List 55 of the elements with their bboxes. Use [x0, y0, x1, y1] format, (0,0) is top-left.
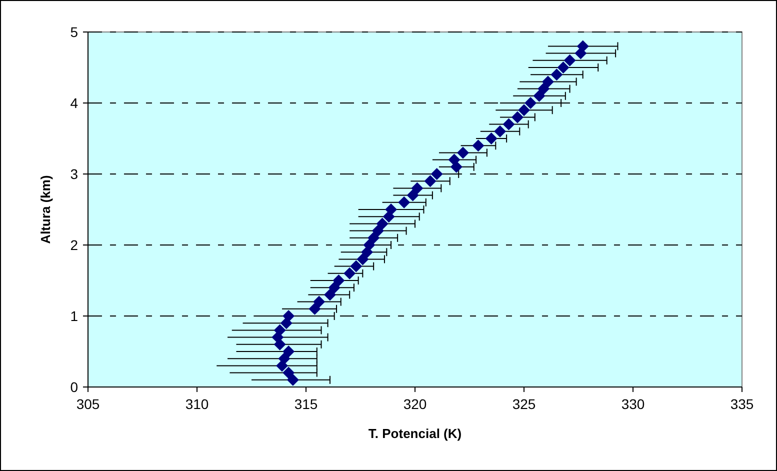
point: [286, 374, 299, 386]
point: [398, 196, 410, 208]
point: [485, 132, 498, 144]
x-tick-label: 305: [76, 396, 100, 412]
point: [350, 260, 362, 272]
point: [356, 253, 369, 266]
point: [411, 182, 424, 194]
point: [456, 146, 469, 159]
point: [324, 288, 336, 301]
point: [511, 111, 524, 124]
y-tick-label: 3: [70, 166, 78, 182]
y-tick-label: 0: [70, 379, 78, 395]
point: [313, 296, 326, 308]
y-tick-label: 5: [70, 24, 78, 40]
point: [368, 232, 380, 244]
x-tick-label: 325: [512, 396, 536, 412]
point: [502, 118, 515, 130]
point: [282, 310, 295, 322]
point: [363, 239, 376, 251]
x-tick-label: 315: [294, 396, 318, 412]
point: [385, 204, 398, 216]
x-tick-label: 320: [403, 396, 427, 412]
point: [448, 154, 460, 166]
point: [278, 352, 290, 365]
point: [564, 54, 576, 66]
point: [533, 90, 546, 102]
point: [538, 82, 550, 95]
x-axis-title: T. Potencial (K): [368, 426, 462, 441]
point: [550, 68, 563, 81]
x-tick-label: 310: [185, 396, 209, 412]
point: [344, 267, 356, 280]
point: [524, 97, 537, 109]
point: [308, 302, 321, 315]
point: [542, 76, 554, 88]
point: [376, 218, 388, 230]
point: [518, 104, 530, 116]
point: [430, 168, 443, 180]
point: [576, 40, 589, 52]
y-tick-label: 2: [70, 237, 78, 253]
x-tick-label: 335: [730, 396, 754, 412]
point: [557, 62, 570, 74]
x-tick-label: 330: [621, 396, 645, 412]
point: [282, 346, 295, 358]
point: [406, 189, 419, 202]
point: [332, 274, 345, 286]
y-tick-label: 4: [70, 95, 78, 111]
point: [494, 125, 506, 138]
point: [274, 324, 286, 336]
point: [424, 175, 436, 188]
y-tick-label: 1: [70, 308, 78, 324]
y-axis-title: Altura (km): [38, 175, 53, 244]
point: [472, 140, 484, 152]
point: [372, 224, 384, 237]
point: [282, 366, 295, 379]
point: [328, 282, 340, 294]
